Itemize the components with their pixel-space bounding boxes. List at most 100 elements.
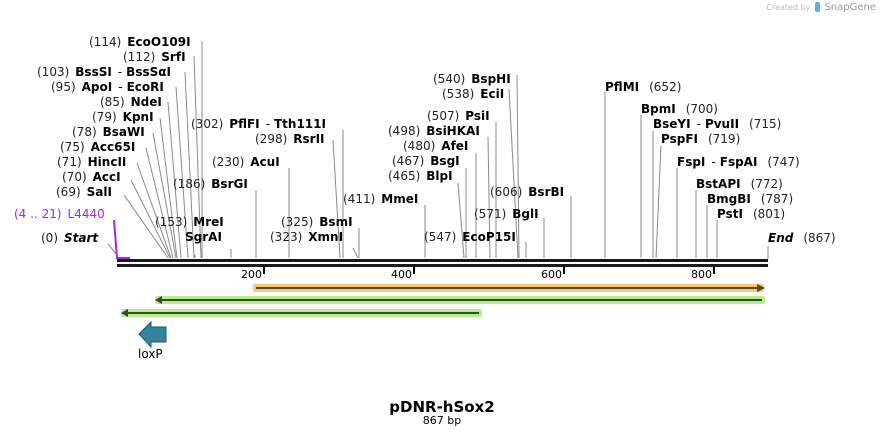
- site-position: (325): [281, 215, 314, 229]
- site-acci[interactable]: (70) AccI: [62, 170, 121, 184]
- site-name: BpmI: [641, 102, 676, 116]
- site-position: (186): [173, 177, 206, 191]
- site-name-2: BssSαI: [126, 65, 171, 79]
- site-bsihkai[interactable]: (498) BsiHKAI: [388, 124, 480, 138]
- site-position: (71): [57, 155, 82, 169]
- site-position: (78): [72, 125, 97, 139]
- site-bsphi[interactable]: (540) BspHI: [433, 72, 511, 86]
- site-ecop15i[interactable]: (547) EcoP15I: [424, 230, 516, 244]
- site-bsmi[interactable]: (325) BsmI: [281, 215, 353, 229]
- site-name: BlpI: [426, 169, 453, 183]
- site-name-2: Tth111I: [273, 117, 326, 131]
- site-bsawi[interactable]: (78) BsaWI: [72, 125, 145, 139]
- site-position: (112): [123, 50, 156, 64]
- feature-loxp-arrow-icon[interactable]: [138, 320, 167, 349]
- cut-site-lines: [123, 41, 718, 259]
- primer-position: (4 .. 21): [14, 207, 62, 221]
- site-ndei[interactable]: (85) NdeI: [100, 95, 162, 109]
- site-position: (715): [749, 117, 782, 131]
- start-position: (0): [41, 231, 58, 245]
- site-bpmi[interactable]: BpmI (700): [641, 102, 718, 116]
- start-label: (0) Start: [41, 231, 98, 245]
- site-psii[interactable]: (507) PsiI: [427, 109, 490, 123]
- site-kpni[interactable]: (79) KpnI: [92, 110, 154, 124]
- site-name: BmgBI: [707, 192, 751, 206]
- site-xmni[interactable]: (323) XmnI: [270, 230, 343, 244]
- site-name: EciI: [480, 87, 505, 101]
- site-name: Acc65I: [90, 140, 136, 154]
- site-bsrbi[interactable]: (606) BsrBI: [490, 185, 564, 199]
- snapgene-logo-icon: [814, 2, 820, 12]
- site-bmgbi[interactable]: BmgBI (787): [707, 192, 793, 206]
- site-pspfi[interactable]: PspFI (719): [661, 132, 740, 146]
- site-bstapi[interactable]: BstAPI (772): [696, 177, 783, 191]
- site-ecii[interactable]: (538) EciI: [442, 87, 504, 101]
- feature-orange-orf[interactable]: [253, 284, 765, 292]
- credit-prefix: Created by: [766, 3, 811, 12]
- feature-green-orf-2[interactable]: [121, 309, 482, 317]
- site-bseyi-pvuii[interactable]: BseYI - PvuII (715): [653, 117, 782, 131]
- site-name: BseYI: [653, 117, 691, 131]
- site-pflfi-tth111i[interactable]: (302) PflFI - Tth111I: [191, 117, 326, 131]
- site-sgrai[interactable]: SgrAI: [185, 230, 222, 244]
- primer-name: L4440: [67, 207, 105, 221]
- site-name: SrfI: [161, 50, 186, 64]
- site-bgli[interactable]: (571) BglI: [474, 207, 539, 221]
- site-pflmi[interactable]: PflMI (652): [605, 80, 681, 94]
- site-position: (787): [760, 192, 794, 206]
- site-name: BspHI: [471, 72, 511, 86]
- feature-loxp-label[interactable]: loxP: [138, 347, 163, 361]
- site-afei[interactable]: (480) AfeI: [403, 139, 468, 153]
- tick-label-200: 200: [241, 268, 262, 281]
- site-position: (95): [51, 80, 76, 94]
- site-ecoo109i[interactable]: (114) EcoO109I: [89, 35, 191, 49]
- credit-brand: SnapGene: [824, 2, 876, 13]
- axis-ticks: [263, 267, 715, 274]
- site-mmei[interactable]: (411) MmeI: [343, 192, 418, 206]
- site-name: PstI: [717, 207, 743, 221]
- primer-l4440-marker[interactable]: [113, 219, 130, 259]
- site-acc65i[interactable]: (75) Acc65I: [60, 140, 135, 154]
- site-psti[interactable]: PstI (801): [717, 207, 785, 221]
- end-position: (867): [803, 231, 836, 245]
- site-sali[interactable]: (69) SalI: [56, 185, 112, 199]
- site-apoi-ecori[interactable]: (95) ApoI - EcoRI: [51, 80, 164, 94]
- site-position: (801): [752, 207, 786, 221]
- site-name-2: FspAI: [719, 155, 758, 169]
- backbone-bottom-strand: [117, 264, 768, 267]
- site-blpi[interactable]: (465) BlpI: [388, 169, 453, 183]
- site-name: EcoO109I: [127, 35, 191, 49]
- site-rsrii[interactable]: (298) RsrII: [255, 132, 325, 146]
- site-bsgi[interactable]: (467) BsgI: [392, 154, 460, 168]
- site-position: (465): [388, 169, 421, 183]
- site-position: (69): [56, 185, 81, 199]
- site-name: AcuI: [250, 155, 280, 169]
- primer-l4440-label[interactable]: (4 .. 21) L4440: [14, 207, 105, 221]
- site-position: (700): [685, 102, 718, 116]
- site-name: NdeI: [130, 95, 162, 109]
- site-mrei[interactable]: (153) MreI: [155, 215, 224, 229]
- site-name: PflFI: [229, 117, 260, 131]
- site-bsrgi[interactable]: (186) BsrGI: [173, 177, 248, 191]
- site-name: SgrAI: [185, 230, 222, 244]
- site-acui[interactable]: (230) AcuI: [212, 155, 280, 169]
- start-name: Start: [64, 231, 99, 245]
- site-name-2: PvuII: [704, 117, 740, 131]
- site-position: (79): [92, 110, 117, 124]
- site-srfi[interactable]: (112) SrfI: [123, 50, 186, 64]
- site-position: (85): [100, 95, 125, 109]
- site-position: (480): [403, 139, 436, 153]
- site-bsssi-bsssai[interactable]: (103) BssSI - BssSαI: [37, 65, 171, 79]
- feature-green-orf-1[interactable]: [155, 296, 765, 304]
- tick-label-400: 400: [391, 268, 412, 281]
- site-fspi-fspai[interactable]: FspI - FspAI (747): [677, 155, 800, 169]
- site-position: (571): [474, 207, 507, 221]
- site-name: BsrBI: [528, 185, 565, 199]
- site-position: (772): [750, 177, 783, 191]
- end-name: End: [768, 231, 794, 245]
- site-hincii[interactable]: (71) HincII: [57, 155, 126, 169]
- site-name: BglI: [512, 207, 539, 221]
- site-name: BsgI: [430, 154, 460, 168]
- site-position: (153): [155, 215, 188, 229]
- site-name: EcoP15I: [462, 230, 516, 244]
